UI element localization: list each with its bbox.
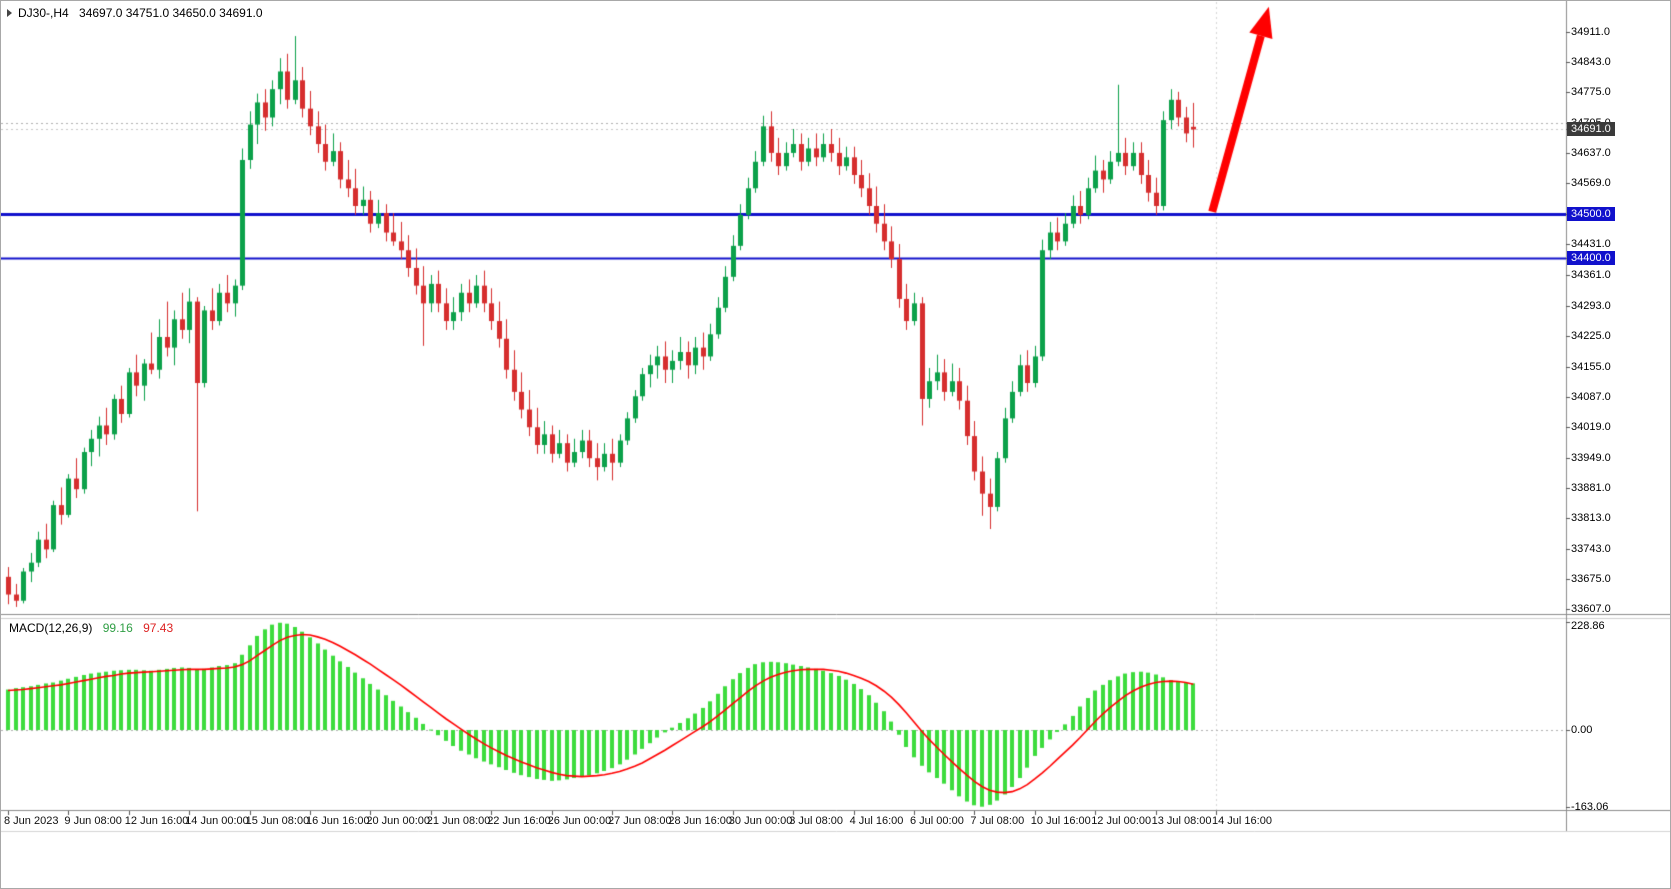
hline-price-badge: 34400.0	[1567, 251, 1615, 266]
macd-main-value: 99.16	[102, 621, 133, 635]
price-tick-label: 33949.0	[1571, 451, 1611, 464]
price-tick-label: 34431.0	[1571, 238, 1611, 251]
price-tick-label: 34155.0	[1571, 360, 1611, 373]
price-tick-label: 34225.0	[1571, 329, 1611, 342]
macd-signal-value: 97.43	[143, 621, 174, 635]
time-tick-label: 15 Jun 08:00	[245, 815, 310, 827]
time-tick-label: 8 Jun 2023	[4, 815, 59, 827]
time-tick-label: 26 Jun 00:00	[547, 815, 612, 827]
time-tick-label: 6 Jul 00:00	[910, 815, 964, 827]
price-tick-label: 34843.0	[1571, 56, 1611, 69]
macd-axis: 228.86 0.00 -163.06	[1567, 1, 1670, 832]
time-tick-label: 14 Jun 00:00	[185, 815, 249, 827]
price-tick-label: 33743.0	[1571, 542, 1611, 555]
price-tick-label: 33675.0	[1571, 573, 1611, 586]
price-tick-label: 33881.0	[1571, 481, 1611, 494]
macd-tick-label: 0.00	[1571, 724, 1593, 737]
chart-title: DJ30-,H4 34697.0 34751.0 34650.0 34691.0	[18, 6, 263, 20]
time-tick-label: 3 Jul 08:00	[789, 815, 844, 827]
time-tick-label: 4 Jul 16:00	[849, 815, 904, 827]
time-tick-label: 10 Jul 16:00	[1030, 815, 1091, 827]
time-tick-label: 13 Jul 08:00	[1151, 815, 1212, 827]
one-click-trading-icon[interactable]	[7, 9, 12, 17]
price-tick-label: 34087.0	[1571, 390, 1611, 403]
time-tick-label: 9 Jun 08:00	[64, 815, 122, 827]
time-tick-label: 27 Jun 08:00	[608, 815, 672, 827]
price-tick-label: 34569.0	[1571, 177, 1611, 190]
price-tick-label: 34775.0	[1571, 86, 1611, 99]
price-tick-label: 34019.0	[1571, 420, 1611, 433]
time-tick-label: 14 Jul 16:00	[1212, 815, 1272, 827]
current-price-badge: 34691.0	[1567, 122, 1615, 137]
time-tick-label: 12 Jun 16:00	[124, 815, 189, 827]
time-tick-label: 16 Jun 16:00	[306, 815, 370, 827]
time-axis[interactable]: 8 Jun 2023 9 Jun 08:00 12 Jun 16:00 14 Jun …	[1, 815, 1670, 831]
time-tick-label: 21 Jun 08:00	[426, 815, 491, 827]
time-tick-label: 20 Jun 00:00	[366, 815, 431, 827]
price-tick-label: 34637.0	[1571, 147, 1611, 160]
price-tick-label: 34361.0	[1571, 269, 1611, 282]
time-tick-label: 22 Jun 16:00	[487, 815, 551, 827]
time-tick-label: 12 Jul 00:00	[1091, 815, 1152, 827]
macd-name-label: MACD(12,26,9)	[9, 621, 93, 635]
hline-price-badge: 34500.0	[1567, 206, 1615, 221]
price-tick-label: 34911.0	[1571, 26, 1610, 39]
macd-tick-label: -163.06	[1571, 800, 1609, 813]
price-tick-label: 34293.0	[1571, 299, 1611, 312]
price-tick-label: 33813.0	[1571, 511, 1611, 524]
time-tick-label: 28 Jun 16:00	[668, 815, 733, 827]
price-tick-label: 33607.0	[1571, 603, 1611, 616]
time-tick-label: 7 Jul 08:00	[970, 815, 1025, 827]
price-axis[interactable]: 34911.034843.034775.034705.034637.034569…	[1567, 1, 1670, 832]
macd-tick-label: 228.86	[1571, 620, 1605, 632]
ohlc-values-label: 34697.0 34751.0 34650.0 34691.0	[79, 6, 263, 20]
time-tick-label: 30 Jun 00:00	[728, 815, 793, 827]
macd-indicator-label: MACD(12,26,9) 99.16 97.43	[9, 621, 173, 635]
symbol-timeframe-label: DJ30-,H4	[18, 6, 69, 20]
